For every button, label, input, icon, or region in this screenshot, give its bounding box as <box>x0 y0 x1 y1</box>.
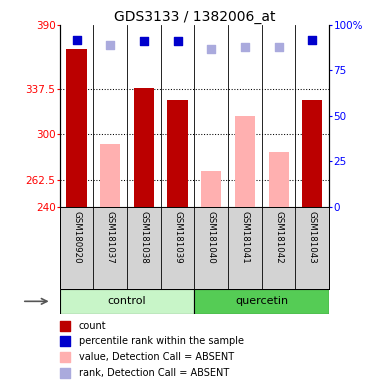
Point <box>141 38 147 45</box>
Bar <box>235 116 255 207</box>
Text: GSM180920: GSM180920 <box>72 211 81 264</box>
Text: GSM181039: GSM181039 <box>173 211 182 264</box>
Point <box>208 46 214 52</box>
Point <box>174 38 181 45</box>
Point <box>62 369 68 376</box>
Point <box>62 323 68 329</box>
Point <box>62 338 68 344</box>
Text: GSM181038: GSM181038 <box>139 211 148 264</box>
Text: quercetin: quercetin <box>235 296 288 306</box>
Text: count: count <box>79 321 106 331</box>
Text: GSM181037: GSM181037 <box>106 211 115 264</box>
Text: GSM181043: GSM181043 <box>308 211 317 264</box>
Text: GSM181041: GSM181041 <box>241 211 249 264</box>
Title: GDS3133 / 1382006_at: GDS3133 / 1382006_at <box>114 10 275 24</box>
Point <box>74 36 80 43</box>
Text: control: control <box>108 296 146 306</box>
Point <box>62 354 68 360</box>
Point <box>242 44 248 50</box>
Point <box>107 42 113 48</box>
Bar <box>100 144 120 207</box>
Bar <box>201 170 221 207</box>
Text: GSM181042: GSM181042 <box>274 211 283 264</box>
Text: value, Detection Call = ABSENT: value, Detection Call = ABSENT <box>79 352 234 362</box>
Point <box>276 44 282 50</box>
Bar <box>194 289 329 314</box>
Bar <box>269 152 289 207</box>
Bar <box>302 100 323 207</box>
Text: rank, Detection Call = ABSENT: rank, Detection Call = ABSENT <box>79 367 229 377</box>
Bar <box>167 100 188 207</box>
Bar <box>134 88 154 207</box>
Text: percentile rank within the sample: percentile rank within the sample <box>79 336 244 346</box>
Text: GSM181040: GSM181040 <box>207 211 216 264</box>
Bar <box>60 289 194 314</box>
Point <box>309 36 315 43</box>
Bar <box>66 49 87 207</box>
